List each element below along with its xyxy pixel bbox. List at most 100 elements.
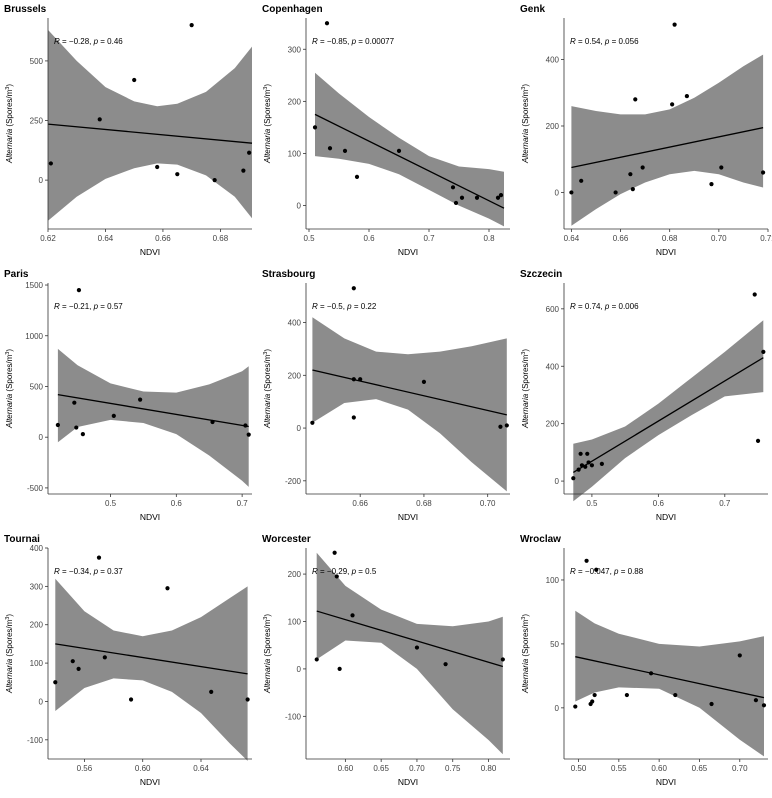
x-tick-label: 0.70 bbox=[711, 234, 727, 243]
regression-line bbox=[57, 393, 249, 428]
chart-wroclaw: Wroclaw 0.50 0.55 0.60 0.65 0.70 0 50 100 NDVI Alt… bbox=[520, 534, 768, 787]
x-tick-label: 0.64 bbox=[193, 764, 209, 773]
correlation-stats: R = −0.21, p = 0.57 bbox=[54, 302, 123, 311]
y-label-genus: Alternaria bbox=[263, 658, 272, 694]
data-point bbox=[599, 461, 604, 466]
y-label-close: ) bbox=[521, 349, 530, 352]
data-point bbox=[111, 413, 116, 418]
chart-title: Tournai bbox=[4, 534, 40, 545]
x-tick-label: 0.68 bbox=[662, 234, 678, 243]
data-point bbox=[53, 680, 58, 685]
panel-tournai: Tournai 0.56 0.60 0.64 -100 0 100 200 300 400 NDVI… bbox=[0, 530, 256, 793]
chart-title: Paris bbox=[4, 269, 29, 280]
y-label-genus: Alternaria bbox=[263, 128, 272, 164]
panel-szczecin: Szczecin 0.5 0.6 0.7 0 200 400 600 NDVI Alternari… bbox=[516, 265, 772, 528]
data-point bbox=[589, 463, 595, 468]
x-axis-label: NDVI bbox=[140, 777, 160, 787]
x-tick-label: 0.62 bbox=[40, 234, 56, 243]
stat-r-symbol: R bbox=[54, 567, 60, 576]
data-point bbox=[459, 195, 465, 200]
y-label-genus: Alternaria bbox=[5, 658, 14, 694]
x-tick-label: 0.5 bbox=[105, 499, 117, 508]
correlation-stats: R = −0.28, p = 0.46 bbox=[54, 37, 123, 46]
data-point bbox=[495, 195, 501, 200]
data-point bbox=[354, 174, 360, 180]
stat-r-value: = −0.29, bbox=[318, 567, 352, 576]
stat-p-value: = 0.37 bbox=[98, 567, 123, 576]
panel-strasbourg: Strasbourg 0.66 0.68 0.70 -200 0 200 400 NDVI Alt… bbox=[258, 265, 514, 528]
y-label-unit: (Spores/m bbox=[521, 619, 530, 658]
y-tick-label: 250 bbox=[30, 117, 44, 126]
data-point bbox=[453, 200, 459, 206]
data-point bbox=[578, 451, 583, 456]
y-tick-label: 1500 bbox=[25, 281, 43, 290]
x-tick-label: 0.64 bbox=[564, 234, 580, 243]
data-point bbox=[450, 185, 456, 190]
x-tick-label: 0.6 bbox=[653, 499, 665, 508]
y-axis-label: Alternaria (Spores/m3) bbox=[5, 84, 14, 164]
y-label-unit: (Spores/m bbox=[263, 89, 272, 128]
x-tick-label: 0.5 bbox=[586, 499, 598, 508]
data-point bbox=[209, 689, 214, 694]
data-point bbox=[97, 117, 102, 122]
data-point bbox=[337, 666, 342, 672]
data-point bbox=[709, 182, 714, 187]
data-point bbox=[500, 657, 505, 662]
chart-title: Worcester bbox=[262, 534, 311, 545]
y-label-sup: 3 bbox=[263, 87, 269, 90]
stat-p-symbol: p bbox=[604, 37, 610, 46]
x-tick-label: 0.80 bbox=[481, 764, 497, 773]
x-tick-label: 0.60 bbox=[338, 764, 354, 773]
data-point bbox=[55, 422, 60, 428]
correlation-stats: R = −0.85, p = 0.00077 bbox=[312, 37, 395, 46]
y-axis-label: Alternaria (Spores/m3) bbox=[521, 614, 530, 694]
y-tick-label: 0 bbox=[555, 477, 560, 486]
stat-p-value: = 0.056 bbox=[609, 37, 639, 46]
panel-brussels: Brussels 0.62 0.64 0.66 0.68 0 250 500 NDVI Alter… bbox=[0, 0, 256, 263]
data-point bbox=[351, 377, 356, 382]
y-tick-label: 200 bbox=[288, 97, 302, 106]
y-axis-label: Alternaria (Spores/m3) bbox=[521, 349, 530, 429]
x-tick-label: 0.50 bbox=[571, 764, 587, 773]
x-axis-label: NDVI bbox=[398, 512, 418, 522]
data-point bbox=[96, 555, 102, 560]
y-label-unit: (Spores/m bbox=[5, 354, 14, 393]
y-label-unit: (Spores/m bbox=[263, 619, 272, 658]
correlation-stats: R = −0.29, p = 0.5 bbox=[312, 567, 377, 576]
stat-r-value: = 0.54, bbox=[576, 37, 605, 46]
data-point bbox=[332, 550, 337, 555]
y-tick-label: 0 bbox=[555, 188, 560, 197]
chart-paris: Paris 0.5 0.6 0.7 -500 0 500 1000 1500 NDVI Altern… bbox=[4, 269, 252, 522]
x-tick-label: 0.7 bbox=[237, 499, 249, 508]
data-point bbox=[314, 657, 319, 662]
chart-title: Wroclaw bbox=[520, 534, 561, 545]
y-tick-label: 200 bbox=[288, 570, 302, 579]
correlation-stats: R = −0.5, p = 0.22 bbox=[312, 302, 377, 311]
data-point bbox=[324, 21, 330, 26]
y-axis-label: Alternaria (Spores/m3) bbox=[263, 349, 272, 429]
y-tick-label: 50 bbox=[550, 640, 559, 649]
panel-copenhagen: Copenhagen 0.5 0.6 0.7 0.8 0 100 200 300 NDVI Alte… bbox=[258, 0, 514, 263]
data-point bbox=[443, 662, 448, 667]
data-point bbox=[358, 377, 363, 382]
data-point bbox=[753, 698, 759, 703]
data-point bbox=[310, 420, 315, 425]
confidence-band bbox=[315, 72, 504, 227]
data-point bbox=[628, 172, 633, 177]
stat-p-symbol: p bbox=[93, 302, 99, 311]
data-point bbox=[630, 187, 635, 192]
y-axis-label: Alternaria (Spores/m3) bbox=[5, 614, 14, 694]
x-tick-label: 0.66 bbox=[613, 234, 629, 243]
data-point bbox=[640, 165, 645, 170]
y-tick-label: 400 bbox=[546, 56, 560, 65]
data-point bbox=[670, 102, 675, 107]
y-label-close: ) bbox=[521, 614, 530, 617]
chart-strasbourg: Strasbourg 0.66 0.68 0.70 -200 0 200 400 NDVI Alt… bbox=[262, 269, 510, 522]
x-axis-label: NDVI bbox=[398, 777, 418, 787]
panel-genk: Genk 0.64 0.66 0.68 0.70 0.72 0 200 400 NDVI Alter… bbox=[516, 0, 772, 263]
correlation-stats: R = 0.54, p = 0.056 bbox=[570, 37, 639, 46]
chart-szczecin: Szczecin 0.5 0.6 0.7 0 200 400 600 NDVI Alternari… bbox=[520, 269, 768, 522]
x-tick-label: 0.70 bbox=[409, 764, 425, 773]
data-point bbox=[48, 161, 53, 166]
